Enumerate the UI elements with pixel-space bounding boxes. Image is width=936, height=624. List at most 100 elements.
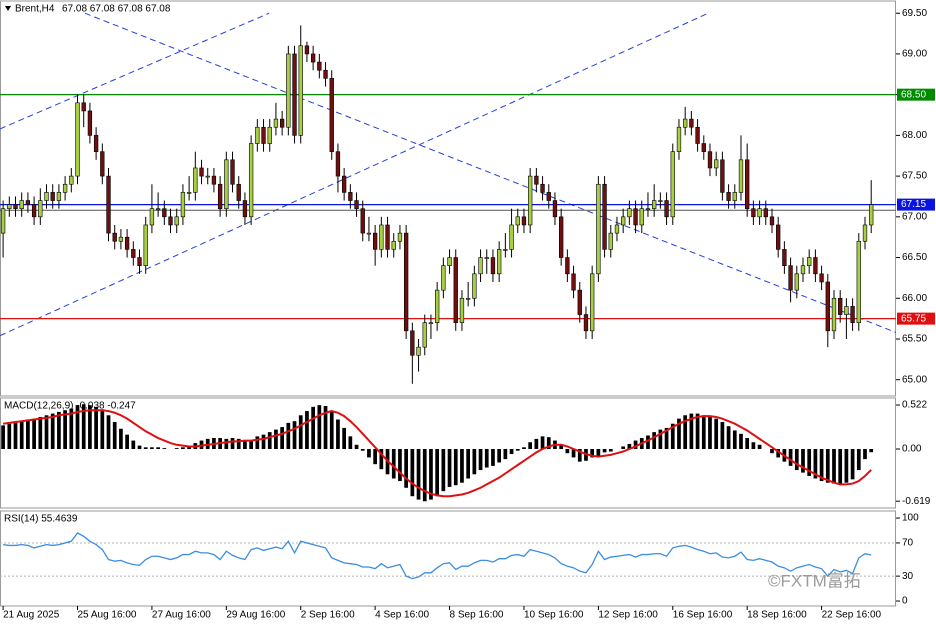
macd-bar <box>274 429 278 449</box>
candle-body <box>273 118 279 128</box>
candle-body <box>465 297 471 300</box>
candle-body <box>540 183 545 193</box>
macd-bar <box>739 433 743 449</box>
candle-body <box>658 200 663 202</box>
candle-body <box>341 175 347 193</box>
macd-bar <box>267 432 272 449</box>
candle-body <box>434 289 440 324</box>
level-label-box <box>897 88 935 101</box>
macd-bar <box>261 434 266 449</box>
candle-body <box>701 143 706 152</box>
macd-bar <box>137 445 142 449</box>
candle-body <box>577 289 582 315</box>
macd-bar <box>863 448 867 460</box>
macd-bar <box>410 448 415 497</box>
level-label: 65.75 <box>901 313 926 324</box>
x-tick-label: 8 Sep 16:00 <box>450 610 504 621</box>
y-tick-label: 65.50 <box>902 334 927 345</box>
macd-panel <box>0 397 896 509</box>
candle-body <box>472 273 477 299</box>
x-tick-label: 25 Aug 16:00 <box>78 610 137 621</box>
macd-bar <box>491 448 495 466</box>
macd-bar <box>348 436 353 449</box>
candle-body <box>800 265 806 275</box>
candle-body <box>521 216 527 226</box>
macd-bar <box>360 448 365 451</box>
candle-body <box>366 232 372 235</box>
macd-bar <box>844 448 849 483</box>
candle-body <box>100 151 105 177</box>
candle-body <box>193 167 198 193</box>
macd-bar <box>7 423 12 449</box>
symbol-menu-icon[interactable] <box>5 6 11 11</box>
candle-body <box>478 257 483 275</box>
level-label: 68.50 <box>901 89 926 100</box>
candle-body <box>819 273 824 283</box>
macd-bar <box>522 447 526 449</box>
macd-bar <box>683 415 688 449</box>
macd-bar <box>255 436 260 449</box>
candle-body <box>391 240 396 250</box>
macd-bar <box>757 444 762 449</box>
candle-body <box>503 249 508 251</box>
candle-body <box>627 208 632 218</box>
candle-body <box>335 151 341 177</box>
candle-body <box>354 200 359 209</box>
macd-bar <box>100 409 105 449</box>
macd-bar <box>590 448 595 458</box>
macd-bar <box>292 421 297 449</box>
macd-bar <box>391 448 396 479</box>
macd-bar <box>497 448 502 463</box>
candle-body <box>707 151 713 169</box>
macd-bar <box>596 448 601 456</box>
macd-bar <box>515 448 520 451</box>
macd-bar <box>472 448 477 475</box>
candle-body <box>428 322 434 325</box>
watermark: ©FXTM富拓 <box>768 571 861 590</box>
candle-body <box>689 118 694 128</box>
candle-body <box>44 192 49 201</box>
candle-body <box>155 208 161 210</box>
x-tick-label: 27 Aug 16:00 <box>152 610 211 621</box>
candle-body <box>118 236 124 242</box>
macd-bar <box>726 426 731 449</box>
macd-bar <box>453 448 458 486</box>
rsi-panel <box>0 510 896 607</box>
candle-body <box>211 175 217 185</box>
macd-bar <box>311 406 315 449</box>
candle-body <box>180 192 186 218</box>
candle-body <box>87 110 93 136</box>
macd-bar <box>633 440 638 449</box>
candle-body <box>261 126 266 144</box>
ohlc: 67.08 67.08 67.08 67.08 <box>62 4 171 15</box>
y-tick-label: 30 <box>902 571 914 582</box>
macd-bar <box>832 448 836 484</box>
macd-bar <box>528 442 533 449</box>
candle-body <box>614 224 620 234</box>
macd-bar <box>745 438 750 449</box>
macd-bar <box>540 436 545 449</box>
macd-bar <box>131 440 136 449</box>
x-tick-label: 21 Aug 2025 <box>3 610 60 621</box>
macd-bar <box>571 448 576 458</box>
candle-body <box>527 175 533 226</box>
x-tick-label: 16 Sep 16:00 <box>673 610 733 621</box>
macd-bar <box>13 422 18 449</box>
symbol: Brent,H4 <box>15 4 55 15</box>
candle-body <box>664 200 669 218</box>
macd-bar <box>19 421 24 449</box>
macd-bar <box>398 448 402 482</box>
candle-body <box>732 192 737 201</box>
macd-bar <box>429 448 433 500</box>
candle-body <box>695 126 700 144</box>
macd-bar <box>119 428 123 449</box>
candle-body <box>850 306 855 324</box>
candle-body <box>825 281 830 332</box>
price-panel <box>0 0 896 397</box>
x-tick-label: 2 Sep 16:00 <box>301 610 355 621</box>
candle-body <box>776 224 781 250</box>
candle-body <box>683 118 688 128</box>
macd-bar <box>88 405 92 449</box>
macd-bar <box>546 437 551 449</box>
macd-bar <box>125 434 129 449</box>
